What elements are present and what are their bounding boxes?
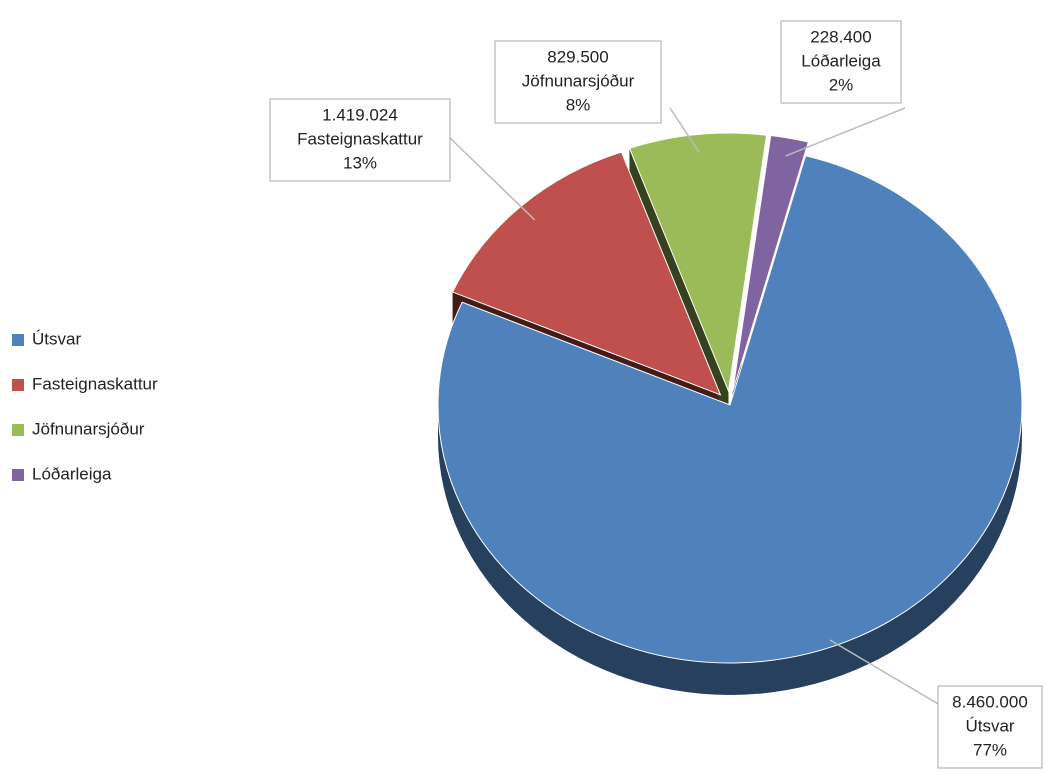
legend-label: Fasteignaskattur: [32, 374, 158, 393]
leader-line: [785, 107, 906, 157]
legend-swatch: [12, 379, 24, 391]
data-label-value: 1.419.024: [322, 105, 398, 124]
data-label-percent: 13%: [343, 153, 377, 172]
data-label-percent: 2%: [829, 75, 854, 94]
leader-line: [669, 107, 700, 153]
data-label-name: Fasteignaskattur: [297, 129, 423, 148]
legend-swatch: [12, 334, 24, 346]
label-box: [780, 20, 902, 104]
leader-line: [829, 639, 941, 706]
data-label-name: Lóðarleiga: [801, 51, 881, 70]
label-box: [937, 685, 1043, 769]
label-box: [269, 98, 451, 182]
legend-swatch: [12, 469, 24, 481]
slice: [732, 134, 809, 392]
legend-label: Útsvar: [32, 329, 81, 348]
slice: [628, 132, 768, 393]
legend-label: Jöfnunarsjóður: [32, 419, 145, 438]
data-label-value: 829.500: [547, 47, 608, 66]
leader-line: [449, 137, 536, 221]
label-box: [494, 40, 662, 124]
legend-label: Lóðarleiga: [32, 464, 112, 483]
data-label-name: Jöfnunarsjóður: [522, 71, 635, 90]
data-label-value: 228.400: [810, 27, 871, 46]
data-label-percent: 8%: [566, 95, 591, 114]
data-label-percent: 77%: [973, 740, 1007, 759]
data-label-value: 8.460.000: [952, 692, 1028, 711]
data-label-name: Útsvar: [965, 716, 1014, 735]
slice: [437, 155, 1023, 664]
legend-swatch: [12, 424, 24, 436]
